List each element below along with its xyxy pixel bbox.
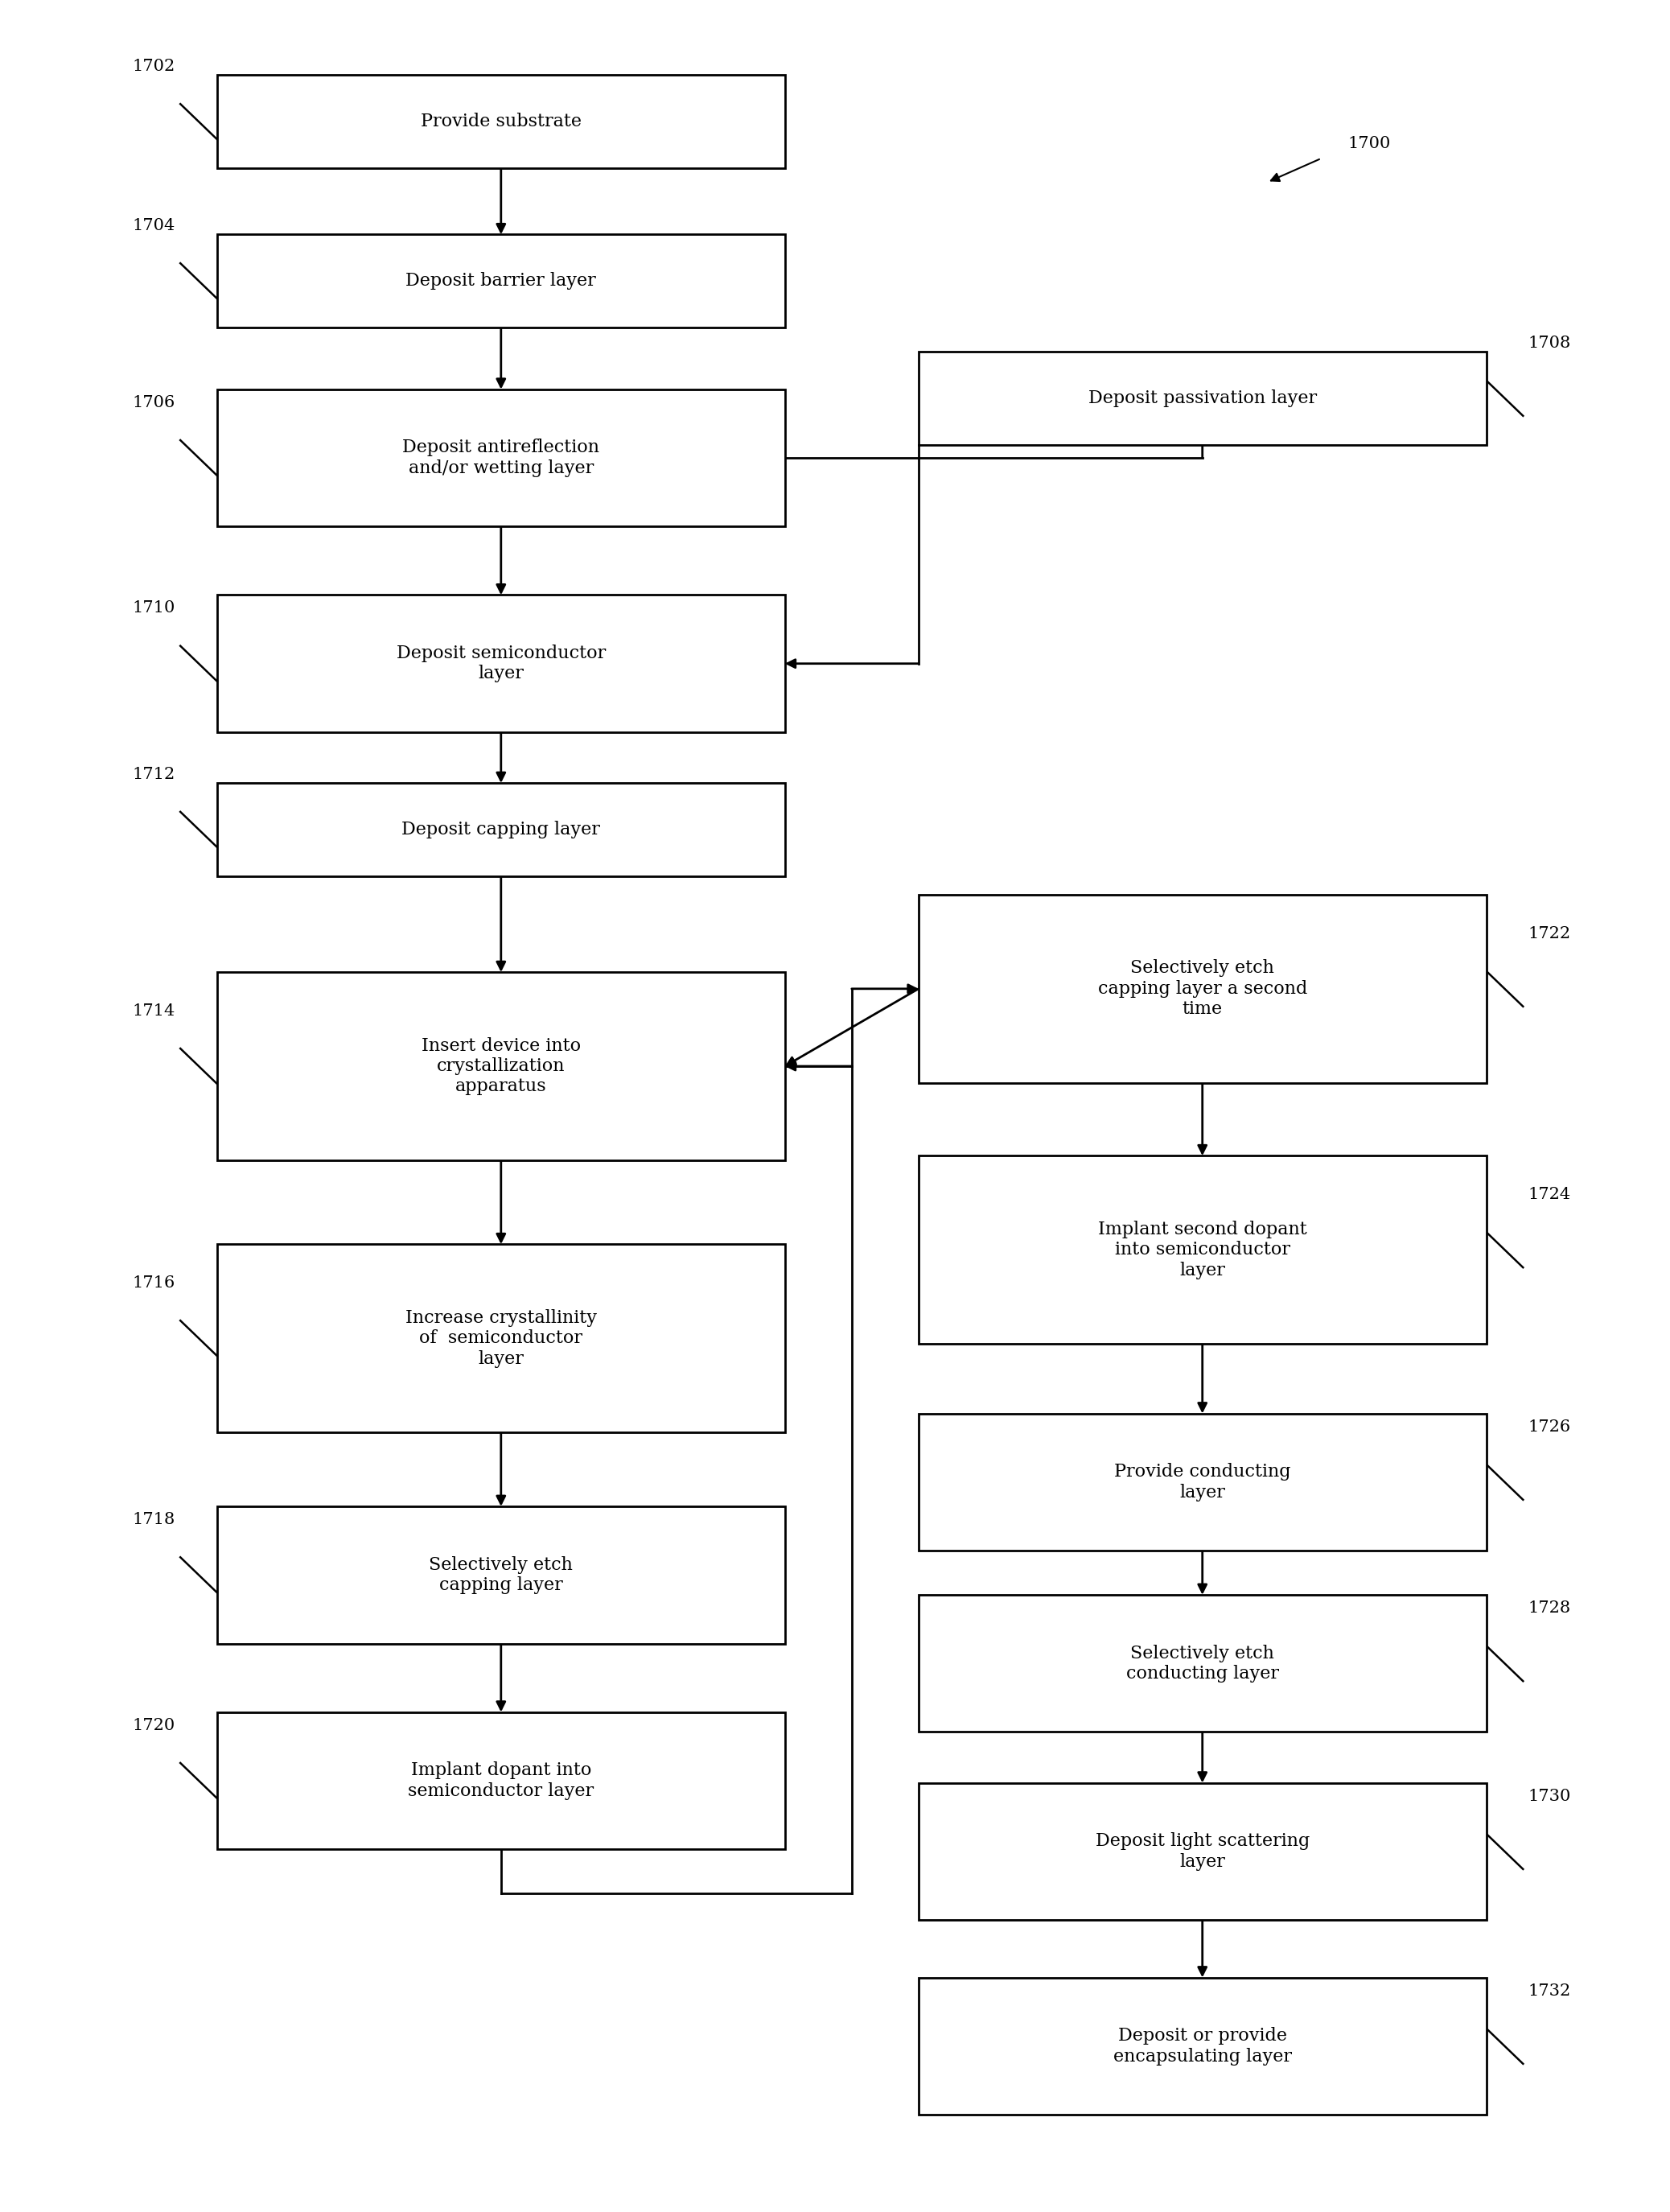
Text: 1712: 1712 xyxy=(132,768,175,781)
FancyBboxPatch shape xyxy=(217,595,785,732)
Text: 1728: 1728 xyxy=(1528,1601,1571,1615)
FancyBboxPatch shape xyxy=(919,1155,1486,1343)
FancyBboxPatch shape xyxy=(919,1595,1486,1732)
Text: 1722: 1722 xyxy=(1528,927,1571,940)
Text: 1730: 1730 xyxy=(1528,1790,1571,1803)
FancyBboxPatch shape xyxy=(217,783,785,876)
Text: 1726: 1726 xyxy=(1528,1420,1571,1433)
Text: 1716: 1716 xyxy=(132,1276,175,1290)
Text: Provide conducting
layer: Provide conducting layer xyxy=(1114,1462,1291,1502)
FancyBboxPatch shape xyxy=(919,1783,1486,1920)
FancyBboxPatch shape xyxy=(919,894,1486,1082)
Text: Deposit light scattering
layer: Deposit light scattering layer xyxy=(1096,1832,1309,1871)
FancyBboxPatch shape xyxy=(217,1506,785,1644)
Text: Increase crystallinity
of  semiconductor
layer: Increase crystallinity of semiconductor … xyxy=(406,1310,596,1367)
Text: 1720: 1720 xyxy=(132,1719,175,1732)
Text: 1702: 1702 xyxy=(132,60,175,73)
Text: Deposit barrier layer: Deposit barrier layer xyxy=(406,272,596,290)
FancyBboxPatch shape xyxy=(919,1413,1486,1551)
Text: 1700: 1700 xyxy=(1348,137,1391,150)
FancyBboxPatch shape xyxy=(217,1712,785,1849)
FancyBboxPatch shape xyxy=(217,973,785,1159)
Text: Insert device into
crystallization
apparatus: Insert device into crystallization appar… xyxy=(421,1037,581,1095)
Text: 1710: 1710 xyxy=(132,602,175,615)
Text: Deposit passivation layer: Deposit passivation layer xyxy=(1089,389,1316,407)
FancyBboxPatch shape xyxy=(919,1978,1486,2115)
Text: Deposit antireflection
and/or wetting layer: Deposit antireflection and/or wetting la… xyxy=(402,438,600,478)
FancyBboxPatch shape xyxy=(217,234,785,327)
Text: Provide substrate: Provide substrate xyxy=(421,113,581,131)
Text: Implant second dopant
into semiconductor
layer: Implant second dopant into semiconductor… xyxy=(1097,1221,1308,1279)
Text: 1724: 1724 xyxy=(1528,1188,1571,1201)
Text: Selectively etch
capping layer: Selectively etch capping layer xyxy=(429,1555,573,1595)
Text: 1704: 1704 xyxy=(132,219,175,232)
FancyBboxPatch shape xyxy=(919,352,1486,445)
Text: Deposit or provide
encapsulating layer: Deposit or provide encapsulating layer xyxy=(1114,2026,1291,2066)
Text: 1706: 1706 xyxy=(132,396,175,409)
Text: 1718: 1718 xyxy=(132,1513,175,1526)
Text: 1732: 1732 xyxy=(1528,1984,1571,1997)
FancyBboxPatch shape xyxy=(217,389,785,526)
Text: Selectively etch
conducting layer: Selectively etch conducting layer xyxy=(1126,1644,1279,1683)
Text: 1708: 1708 xyxy=(1528,336,1571,349)
Text: Selectively etch
capping layer a second
time: Selectively etch capping layer a second … xyxy=(1097,960,1308,1018)
Text: Implant dopant into
semiconductor layer: Implant dopant into semiconductor layer xyxy=(407,1761,595,1801)
FancyBboxPatch shape xyxy=(217,1243,785,1433)
Text: 1714: 1714 xyxy=(132,1004,175,1018)
FancyBboxPatch shape xyxy=(217,75,785,168)
Text: Deposit semiconductor
layer: Deposit semiconductor layer xyxy=(396,644,606,684)
Text: Deposit capping layer: Deposit capping layer xyxy=(402,821,600,838)
